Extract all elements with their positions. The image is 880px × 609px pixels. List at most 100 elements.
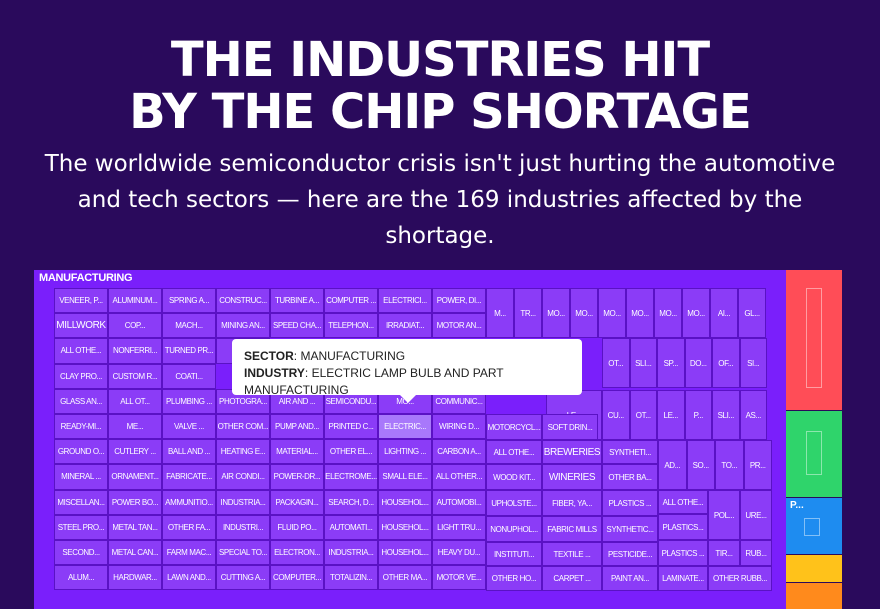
industry-cell[interactable]: ALL OTHE...: [658, 490, 708, 514]
industry-cell[interactable]: ALUMINUM...: [108, 288, 162, 314]
industry-cell[interactable]: COATI...: [162, 363, 216, 389]
industry-cell[interactable]: PUMP AND...: [270, 414, 324, 440]
industry-cell[interactable]: OTHER BA...: [602, 464, 658, 490]
industry-cell[interactable]: OF...: [712, 338, 740, 388]
industry-cell[interactable]: OTHER EL...: [324, 439, 378, 465]
industry-cell[interactable]: CU...: [602, 390, 630, 440]
industry-cell[interactable]: CARPET ...: [542, 566, 602, 591]
industry-cell[interactable]: POWER, DI...: [432, 288, 486, 314]
industry-cell[interactable]: AMMUNITIO...: [162, 489, 216, 515]
industry-cell[interactable]: COMPUTER...: [270, 565, 324, 591]
industry-cell[interactable]: ELECTRON...: [270, 540, 324, 566]
sector-manufacturing[interactable]: MANUFACTURING VENEER, P... MILLWORK ALL OT…: [34, 270, 786, 609]
industry-cell[interactable]: MACH...: [162, 313, 216, 339]
industry-cell[interactable]: AUTOMOBI...: [432, 489, 486, 515]
sector-block[interactable]: [786, 270, 842, 410]
industry-cell[interactable]: ME...: [108, 414, 162, 440]
industry-cell[interactable]: VALVE ...: [162, 414, 216, 440]
industry-cell[interactable]: CUTTING A...: [216, 565, 270, 591]
industry-cell[interactable]: TIR...: [708, 540, 740, 566]
industry-cell[interactable]: AD...: [658, 440, 687, 490]
industry-cell[interactable]: IRRADIAT...: [378, 313, 432, 339]
industry-cell[interactable]: OTHER COM...: [216, 414, 270, 440]
industry-cell[interactable]: NONFERRI...: [108, 338, 162, 364]
industry-cell[interactable]: POWER BO...: [108, 489, 162, 515]
industry-cell[interactable]: ALL OTHER...: [432, 464, 486, 490]
industry-cell[interactable]: RUB...: [740, 540, 772, 566]
industry-cell[interactable]: PRINTED C...: [324, 414, 378, 440]
sector-block[interactable]: [786, 555, 842, 582]
industry-cell[interactable]: ALL OTHE...: [54, 338, 108, 364]
industry-cell[interactable]: SLI...: [712, 390, 740, 440]
industry-cell[interactable]: SYNTHETIC...: [602, 516, 658, 542]
industry-cell[interactable]: TELEPHON...: [324, 313, 378, 339]
industry-cell[interactable]: MO...: [598, 288, 626, 338]
industry-cell[interactable]: ALL OT...: [108, 388, 162, 414]
industry-cell[interactable]: COP...: [108, 313, 162, 339]
industry-cell[interactable]: PLASTICS ...: [602, 490, 658, 516]
industry-cell[interactable]: FABRICATE...: [162, 464, 216, 490]
industry-cell[interactable]: TO...: [715, 440, 744, 490]
industry-cell[interactable]: READY-MI...: [54, 414, 108, 440]
industry-cell[interactable]: OT...: [602, 338, 630, 388]
industry-cell[interactable]: MO...: [542, 288, 570, 338]
industry-cell[interactable]: GROUND O...: [54, 439, 108, 465]
industry-cell[interactable]: PLASTICS...: [658, 514, 708, 540]
industry-cell[interactable]: WOOD KIT...: [486, 464, 542, 490]
industry-cell[interactable]: BALL AND ...: [162, 439, 216, 465]
industry-cell[interactable]: FARM MAC...: [162, 540, 216, 566]
industry-cell[interactable]: INDUSTRI...: [216, 514, 270, 540]
sector-block[interactable]: [786, 583, 842, 609]
industry-cell[interactable]: URE...: [740, 490, 772, 540]
industry-cell[interactable]: P...: [684, 390, 712, 440]
industry-cell[interactable]: FABRIC MILLS: [542, 516, 602, 542]
industry-cell[interactable]: PLASTICS ...: [658, 540, 708, 566]
industry-cell[interactable]: MO...: [626, 288, 654, 338]
industry-cell[interactable]: CUSTOM R...: [108, 363, 162, 389]
industry-cell[interactable]: OT...: [629, 390, 657, 440]
industry-cell[interactable]: LAMINATE...: [658, 566, 708, 591]
industry-cell[interactable]: ELECTRIC...: [378, 414, 432, 440]
industry-cell[interactable]: SO...: [686, 440, 715, 490]
industry-cell[interactable]: GLASS AN...: [54, 388, 108, 414]
industry-cell[interactable]: HEAVY DU...: [432, 540, 486, 566]
industry-cell[interactable]: HOUSEHOL...: [378, 514, 432, 540]
industry-cell[interactable]: MO...: [654, 288, 682, 338]
industry-cell[interactable]: OTHER HO...: [486, 566, 542, 591]
industry-cell[interactable]: [804, 518, 820, 536]
industry-cell[interactable]: METAL TAN...: [108, 514, 162, 540]
industry-cell[interactable]: MO...: [570, 288, 598, 338]
industry-cell[interactable]: MOTORCYCL...: [486, 414, 542, 440]
industry-cell[interactable]: INSTITUTI...: [486, 542, 542, 566]
industry-cell[interactable]: STEEL PRO...: [54, 514, 108, 540]
industry-cell[interactable]: BREWERIES: [542, 440, 602, 464]
industry-cell[interactable]: OTHER FA...: [162, 514, 216, 540]
industry-cell[interactable]: UPHOLSTE...: [486, 490, 542, 516]
industry-cell[interactable]: HOUSEHOL...: [378, 489, 432, 515]
industry-cell[interactable]: M...: [486, 288, 514, 338]
industry-cell[interactable]: SPECIAL TO...: [216, 540, 270, 566]
industry-cell[interactable]: GL...: [738, 288, 766, 338]
industry-cell[interactable]: MISCELLAN...: [54, 489, 108, 515]
industry-cell[interactable]: POWER-DR...: [270, 464, 324, 490]
industry-cell[interactable]: MILLWORK: [54, 313, 108, 339]
industry-cell[interactable]: SPRING A...: [162, 288, 216, 314]
industry-cell[interactable]: WINERIES: [542, 464, 602, 490]
industry-cell[interactable]: MOTOR VE...: [432, 565, 486, 591]
industry-cell[interactable]: MATERIAL...: [270, 439, 324, 465]
industry-cell[interactable]: ORNAMENT...: [108, 464, 162, 490]
industry-cell[interactable]: OTHER MA...: [378, 565, 432, 591]
industry-cell[interactable]: WIRING D...: [432, 414, 486, 440]
industry-cell[interactable]: TURNED PR...: [162, 338, 216, 364]
industry-cell[interactable]: PAINT AN...: [602, 566, 658, 591]
industry-cell[interactable]: INDUSTRIA...: [216, 489, 270, 515]
industry-cell[interactable]: FLUID PO...: [270, 514, 324, 540]
industry-cell[interactable]: SEARCH, D...: [324, 489, 378, 515]
industry-cell[interactable]: LIGHT TRU...: [432, 514, 486, 540]
industry-cell[interactable]: [806, 288, 822, 388]
industry-cell[interactable]: MINERAL ...: [54, 464, 108, 490]
industry-cell[interactable]: NONUPHOL...: [486, 516, 542, 542]
industry-cell[interactable]: SP...: [657, 338, 685, 388]
industry-cell[interactable]: SLI...: [629, 338, 657, 388]
industry-cell[interactable]: CUTLERY ...: [108, 439, 162, 465]
